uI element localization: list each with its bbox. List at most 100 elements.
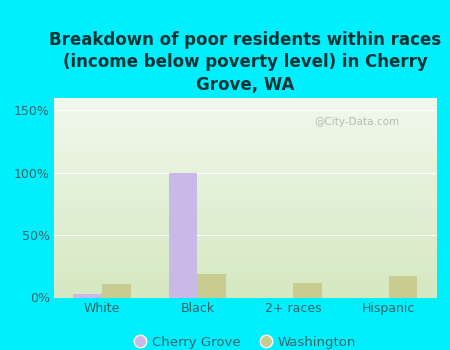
Bar xyxy=(198,274,226,298)
Bar xyxy=(54,114,436,115)
Bar xyxy=(54,205,436,206)
Bar xyxy=(54,159,436,160)
Bar xyxy=(54,293,436,294)
Bar xyxy=(54,280,436,281)
Bar xyxy=(54,286,436,287)
Bar xyxy=(54,177,436,178)
Bar xyxy=(54,139,436,140)
Bar xyxy=(54,274,436,275)
Bar xyxy=(54,156,436,157)
Bar xyxy=(54,245,436,246)
Bar xyxy=(54,112,436,113)
Bar xyxy=(54,208,436,209)
Bar xyxy=(54,232,436,233)
Bar xyxy=(54,146,436,147)
Bar xyxy=(54,247,436,248)
Bar xyxy=(54,250,436,251)
Bar xyxy=(54,238,436,239)
Bar xyxy=(54,170,436,171)
Bar xyxy=(54,132,436,133)
Bar xyxy=(54,119,436,120)
Bar xyxy=(54,257,436,258)
Bar xyxy=(54,231,436,232)
Bar xyxy=(54,260,436,261)
Bar xyxy=(54,98,436,99)
Bar xyxy=(54,247,436,248)
Bar xyxy=(54,138,436,139)
Bar xyxy=(54,121,436,122)
Bar xyxy=(54,204,436,205)
Bar xyxy=(54,108,436,109)
Bar xyxy=(54,122,436,123)
Bar xyxy=(54,140,436,141)
Bar xyxy=(54,188,436,189)
Bar xyxy=(54,164,436,165)
Bar xyxy=(54,117,436,118)
Bar xyxy=(54,163,436,164)
Bar xyxy=(54,151,436,152)
Bar xyxy=(54,212,436,213)
Bar xyxy=(54,239,436,240)
Bar xyxy=(54,148,436,149)
Bar xyxy=(54,154,436,155)
Bar xyxy=(389,276,418,298)
Bar xyxy=(54,144,436,145)
Bar xyxy=(54,183,436,184)
Bar xyxy=(54,136,436,137)
Bar xyxy=(54,266,436,267)
Bar xyxy=(54,105,436,106)
Bar xyxy=(54,134,436,135)
Bar xyxy=(54,110,436,111)
Bar xyxy=(54,220,436,221)
Bar xyxy=(54,217,436,218)
Bar xyxy=(54,295,436,296)
Bar xyxy=(54,241,436,243)
Bar xyxy=(54,246,436,247)
Bar xyxy=(54,228,436,229)
Bar xyxy=(54,234,436,236)
Bar xyxy=(54,278,436,279)
Bar xyxy=(102,284,130,298)
Bar xyxy=(54,116,436,117)
Bar xyxy=(54,100,436,101)
Bar xyxy=(54,103,436,104)
Bar xyxy=(54,176,436,177)
Bar xyxy=(54,256,436,257)
Bar xyxy=(54,120,436,121)
Bar xyxy=(54,180,436,181)
Bar xyxy=(54,125,436,126)
Bar xyxy=(54,157,436,158)
Bar xyxy=(54,272,436,273)
Bar xyxy=(54,201,436,202)
Bar xyxy=(54,287,436,288)
Bar xyxy=(54,240,436,241)
Bar xyxy=(54,124,436,125)
Bar xyxy=(54,179,436,180)
Bar xyxy=(54,173,436,174)
Bar xyxy=(54,251,436,252)
Bar xyxy=(54,262,436,264)
Bar xyxy=(54,292,436,293)
Bar xyxy=(54,190,436,191)
Bar xyxy=(54,271,436,272)
Bar xyxy=(54,270,436,271)
Bar xyxy=(54,127,436,128)
Bar xyxy=(54,197,436,198)
Bar xyxy=(54,281,436,282)
Text: @City-Data.com: @City-Data.com xyxy=(314,117,399,127)
Bar xyxy=(54,171,436,172)
Bar xyxy=(54,273,436,274)
Bar xyxy=(54,158,436,159)
Bar xyxy=(54,224,436,225)
Bar xyxy=(54,185,436,186)
Bar xyxy=(54,210,436,211)
Bar xyxy=(54,99,436,100)
Bar xyxy=(54,115,436,116)
Bar xyxy=(54,193,436,194)
Bar xyxy=(54,189,436,190)
Bar xyxy=(54,194,436,195)
Bar xyxy=(54,253,436,254)
Bar xyxy=(54,252,436,253)
Bar xyxy=(54,150,436,151)
Bar xyxy=(54,143,436,144)
